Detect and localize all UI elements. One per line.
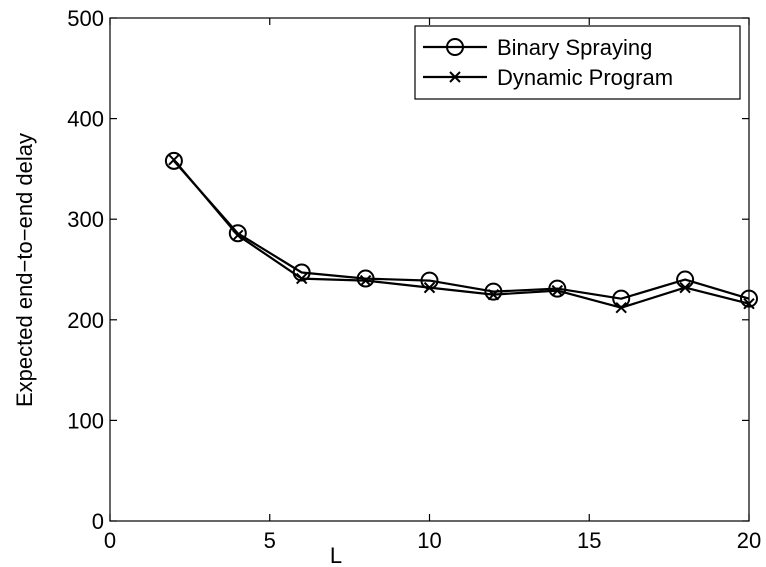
legend: Binary Spraying Dynamic Program: [414, 25, 741, 100]
data-point-circle: [548, 279, 567, 298]
legend-circle-marker-icon: [446, 38, 464, 56]
y-tick-label: 100: [67, 408, 104, 433]
data-point-circle: [228, 224, 247, 243]
x-tick-label: 0: [104, 528, 116, 553]
legend-x-marker-icon: [449, 71, 461, 83]
x-axis-label: L: [330, 543, 342, 567]
series-dynamic-program: [168, 154, 755, 314]
y-axis-label: Expected end−to−end delay: [12, 133, 37, 407]
data-point-x: [232, 229, 244, 242]
data-point-x: [615, 302, 627, 314]
data-point-x: [359, 274, 372, 287]
data-point-x: [295, 272, 308, 285]
y-tick-label: 300: [67, 207, 104, 232]
data-point-circle: [356, 269, 375, 288]
legend-box: [414, 25, 741, 100]
data-point-circle: [740, 289, 758, 308]
data-point-x: [743, 297, 755, 310]
data-point-x: [487, 288, 500, 301]
series-layer: [164, 151, 758, 314]
y-tick-label: 500: [67, 6, 104, 31]
series-line-dynamic-program: [173, 159, 750, 309]
data-point-x: [551, 284, 564, 297]
y-tick-label: 0: [92, 509, 104, 534]
data-point-x: [679, 281, 691, 294]
series-line-binary-spraying: [173, 160, 750, 300]
x-tick-label: 5: [264, 528, 276, 553]
plot-area: [109, 17, 750, 522]
y-tick-label: 200: [67, 308, 104, 333]
x-tick-label: 15: [577, 528, 601, 553]
legend-label-dynamic-program: Dynamic Program: [497, 65, 673, 90]
x-tick-label: 20: [737, 528, 761, 553]
data-point-x: [423, 281, 436, 294]
x-tick-label: 10: [417, 528, 441, 553]
data-point-circle: [484, 282, 503, 301]
y-tick-label: 400: [67, 107, 104, 132]
data-point-x: [168, 154, 180, 166]
data-point-circle: [164, 151, 183, 170]
legend-label-binary-spraying: Binary Spraying: [497, 35, 652, 60]
